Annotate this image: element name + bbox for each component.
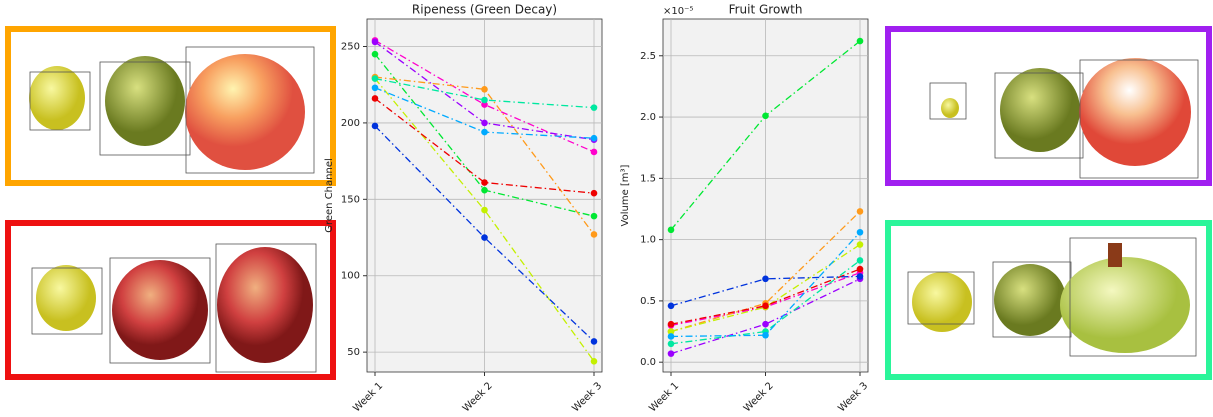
series-marker [481,128,488,136]
y-tick-label: 2.0 [640,112,656,123]
series-marker [481,179,488,186]
series-marker [590,212,598,220]
y-tick-label: 1.0 [640,235,656,246]
series-marker [590,148,598,156]
y-offset-label: ×10⁻⁵ [663,6,693,17]
y-axis-label: Volume [m³] [620,164,631,226]
series-marker [481,85,488,93]
series-marker [371,122,379,130]
series-marker [481,101,488,108]
series-marker [762,302,769,310]
series-line [374,78,595,362]
series-marker [590,134,598,142]
chart-title: Fruit Growth [729,3,803,17]
series-marker [481,119,488,127]
series-marker [856,273,864,280]
series-marker [590,338,598,345]
y-tick-label: 0.0 [640,357,656,368]
series-marker [856,208,864,215]
x-tick-label: Week 2 [742,380,776,414]
series-line [670,259,861,345]
series-marker [856,241,864,248]
x-tick-label: Week 1 [647,380,681,414]
series-line [670,278,861,355]
series-marker [667,302,675,310]
series-line [374,97,595,194]
x-tick-label: Week 1 [351,380,385,414]
x-tick-label: Week 2 [461,380,495,414]
series-marker [590,231,598,238]
series-marker [481,96,488,104]
panel-red [5,220,336,380]
series-marker [667,333,675,340]
series-marker [762,112,769,120]
y-tick-label: 50 [347,347,360,358]
series-marker [667,350,675,357]
series-marker [371,95,379,102]
series-marker [590,189,598,197]
y-axis-label: Green Channel [324,158,335,233]
series-marker [371,75,379,82]
series-line [670,268,861,325]
panel-purple [885,26,1212,186]
series-marker [667,328,675,335]
series-marker [762,331,769,339]
y-tick-label: 0.5 [640,296,656,307]
series-marker [481,234,488,241]
series-marker [481,186,488,194]
series-marker [667,226,675,234]
series-marker [371,38,379,46]
panel-green [885,220,1212,380]
series-marker [371,50,379,58]
y-tick-label: 1.5 [640,173,656,184]
panel-orange [5,26,336,186]
y-tick-label: 100 [341,271,360,282]
x-tick-label: Week 3 [570,380,604,414]
y-tick-label: 250 [341,42,360,53]
series-line [670,231,861,338]
series-marker [856,257,864,264]
y-tick-label: 200 [341,118,360,129]
chart-title: Ripeness (Green Decay) [412,3,557,17]
series-marker [762,320,769,328]
series-marker [667,320,675,328]
series-marker [762,275,769,283]
y-tick-label: 150 [341,194,360,205]
x-tick-label: Week 3 [836,380,870,414]
series-line [670,210,861,333]
series-marker [667,340,675,348]
series-marker [481,206,488,214]
series-marker [856,228,864,236]
series-marker [371,84,379,92]
series-marker [856,265,864,273]
series-marker [856,37,864,45]
series-marker [590,358,598,365]
y-tick-label: 2.5 [640,51,656,62]
series-marker [590,104,598,111]
